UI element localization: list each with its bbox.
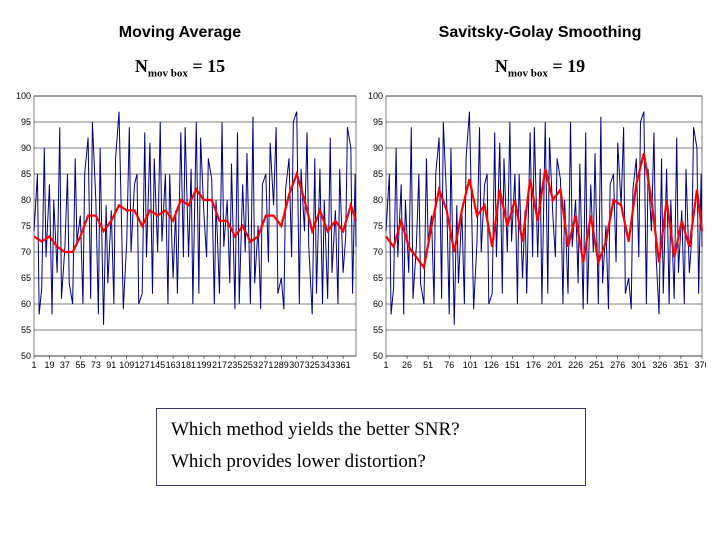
svg-text:19: 19 (44, 360, 54, 370)
svg-text:127: 127 (135, 360, 150, 370)
svg-text:101: 101 (463, 360, 478, 370)
question-snr: Which method yields the better SNR? (171, 419, 571, 441)
svg-text:176: 176 (526, 360, 541, 370)
sub-left-sub: mov box (148, 68, 188, 80)
sub-left-prefix: N (135, 56, 148, 76)
svg-text:55: 55 (373, 325, 383, 335)
titles-row: Moving Average Savitsky-Golay Smoothing (0, 0, 720, 42)
svg-text:199: 199 (197, 360, 212, 370)
svg-text:26: 26 (402, 360, 412, 370)
svg-text:253: 253 (243, 360, 258, 370)
svg-text:65: 65 (373, 273, 383, 283)
svg-text:325: 325 (305, 360, 320, 370)
svg-text:75: 75 (373, 221, 383, 231)
sub-left-rest: = 15 (188, 56, 225, 76)
svg-text:217: 217 (212, 360, 227, 370)
svg-text:226: 226 (568, 360, 583, 370)
svg-text:301: 301 (631, 360, 646, 370)
svg-text:351: 351 (673, 360, 688, 370)
svg-text:51: 51 (423, 360, 433, 370)
svg-text:126: 126 (484, 360, 499, 370)
svg-text:80: 80 (21, 195, 31, 205)
svg-text:50: 50 (373, 351, 383, 361)
svg-text:95: 95 (21, 117, 31, 127)
sub-right-rest: = 19 (548, 56, 585, 76)
svg-text:109: 109 (119, 360, 134, 370)
questions-box: Which method yields the better SNR? Whic… (156, 408, 586, 486)
svg-text:75: 75 (21, 221, 31, 231)
sub-right-sub: mov box (508, 68, 548, 80)
svg-text:85: 85 (373, 169, 383, 179)
page: Moving Average Savitsky-Golay Smoothing … (0, 0, 720, 540)
svg-text:60: 60 (373, 299, 383, 309)
svg-text:1: 1 (31, 360, 36, 370)
subtitle-right: Nmov box = 19 (360, 56, 720, 80)
svg-text:100: 100 (16, 91, 31, 101)
svg-text:361: 361 (336, 360, 351, 370)
question-distortion: Which provides lower distortion? (171, 451, 571, 473)
svg-text:70: 70 (373, 247, 383, 257)
svg-text:91: 91 (106, 360, 116, 370)
svg-text:50: 50 (21, 351, 31, 361)
svg-text:90: 90 (373, 143, 383, 153)
svg-text:76: 76 (444, 360, 454, 370)
svg-text:181: 181 (181, 360, 196, 370)
svg-text:276: 276 (610, 360, 625, 370)
svg-text:73: 73 (91, 360, 101, 370)
svg-text:289: 289 (274, 360, 289, 370)
svg-text:251: 251 (589, 360, 604, 370)
svg-text:376: 376 (694, 360, 706, 370)
svg-text:95: 95 (373, 117, 383, 127)
sub-right-prefix: N (495, 56, 508, 76)
svg-text:235: 235 (227, 360, 242, 370)
svg-text:151: 151 (505, 360, 520, 370)
left-chart: 50 55 60 65 70 75 80 85 90 95 100 1 19 37 55 73 91109127… (8, 90, 360, 380)
svg-text:60: 60 (21, 299, 31, 309)
svg-text:55: 55 (75, 360, 85, 370)
svg-text:37: 37 (60, 360, 70, 370)
svg-text:201: 201 (547, 360, 562, 370)
title-moving-average: Moving Average (0, 24, 360, 42)
charts-row: 5055606570758085909510011937557391109127… (0, 90, 720, 380)
svg-text:163: 163 (166, 360, 181, 370)
subtitle-left: Nmov box = 15 (0, 56, 360, 80)
svg-text:80: 80 (373, 195, 383, 205)
subtitles-row: Nmov box = 15 Nmov box = 19 (0, 42, 720, 80)
svg-text:55: 55 (21, 325, 31, 335)
svg-text:90: 90 (21, 143, 31, 153)
svg-text:65: 65 (21, 273, 31, 283)
svg-text:343: 343 (320, 360, 335, 370)
svg-text:1: 1 (383, 360, 388, 370)
right-chart: 5055606570758085909510012651761011261511… (360, 90, 706, 380)
svg-text:271: 271 (258, 360, 273, 370)
title-savitsky-golay: Savitsky-Golay Smoothing (360, 24, 720, 42)
svg-text:70: 70 (21, 247, 31, 257)
svg-text:100: 100 (368, 91, 383, 101)
svg-text:85: 85 (21, 169, 31, 179)
svg-text:326: 326 (652, 360, 667, 370)
svg-text:145: 145 (150, 360, 165, 370)
svg-text:307: 307 (289, 360, 304, 370)
